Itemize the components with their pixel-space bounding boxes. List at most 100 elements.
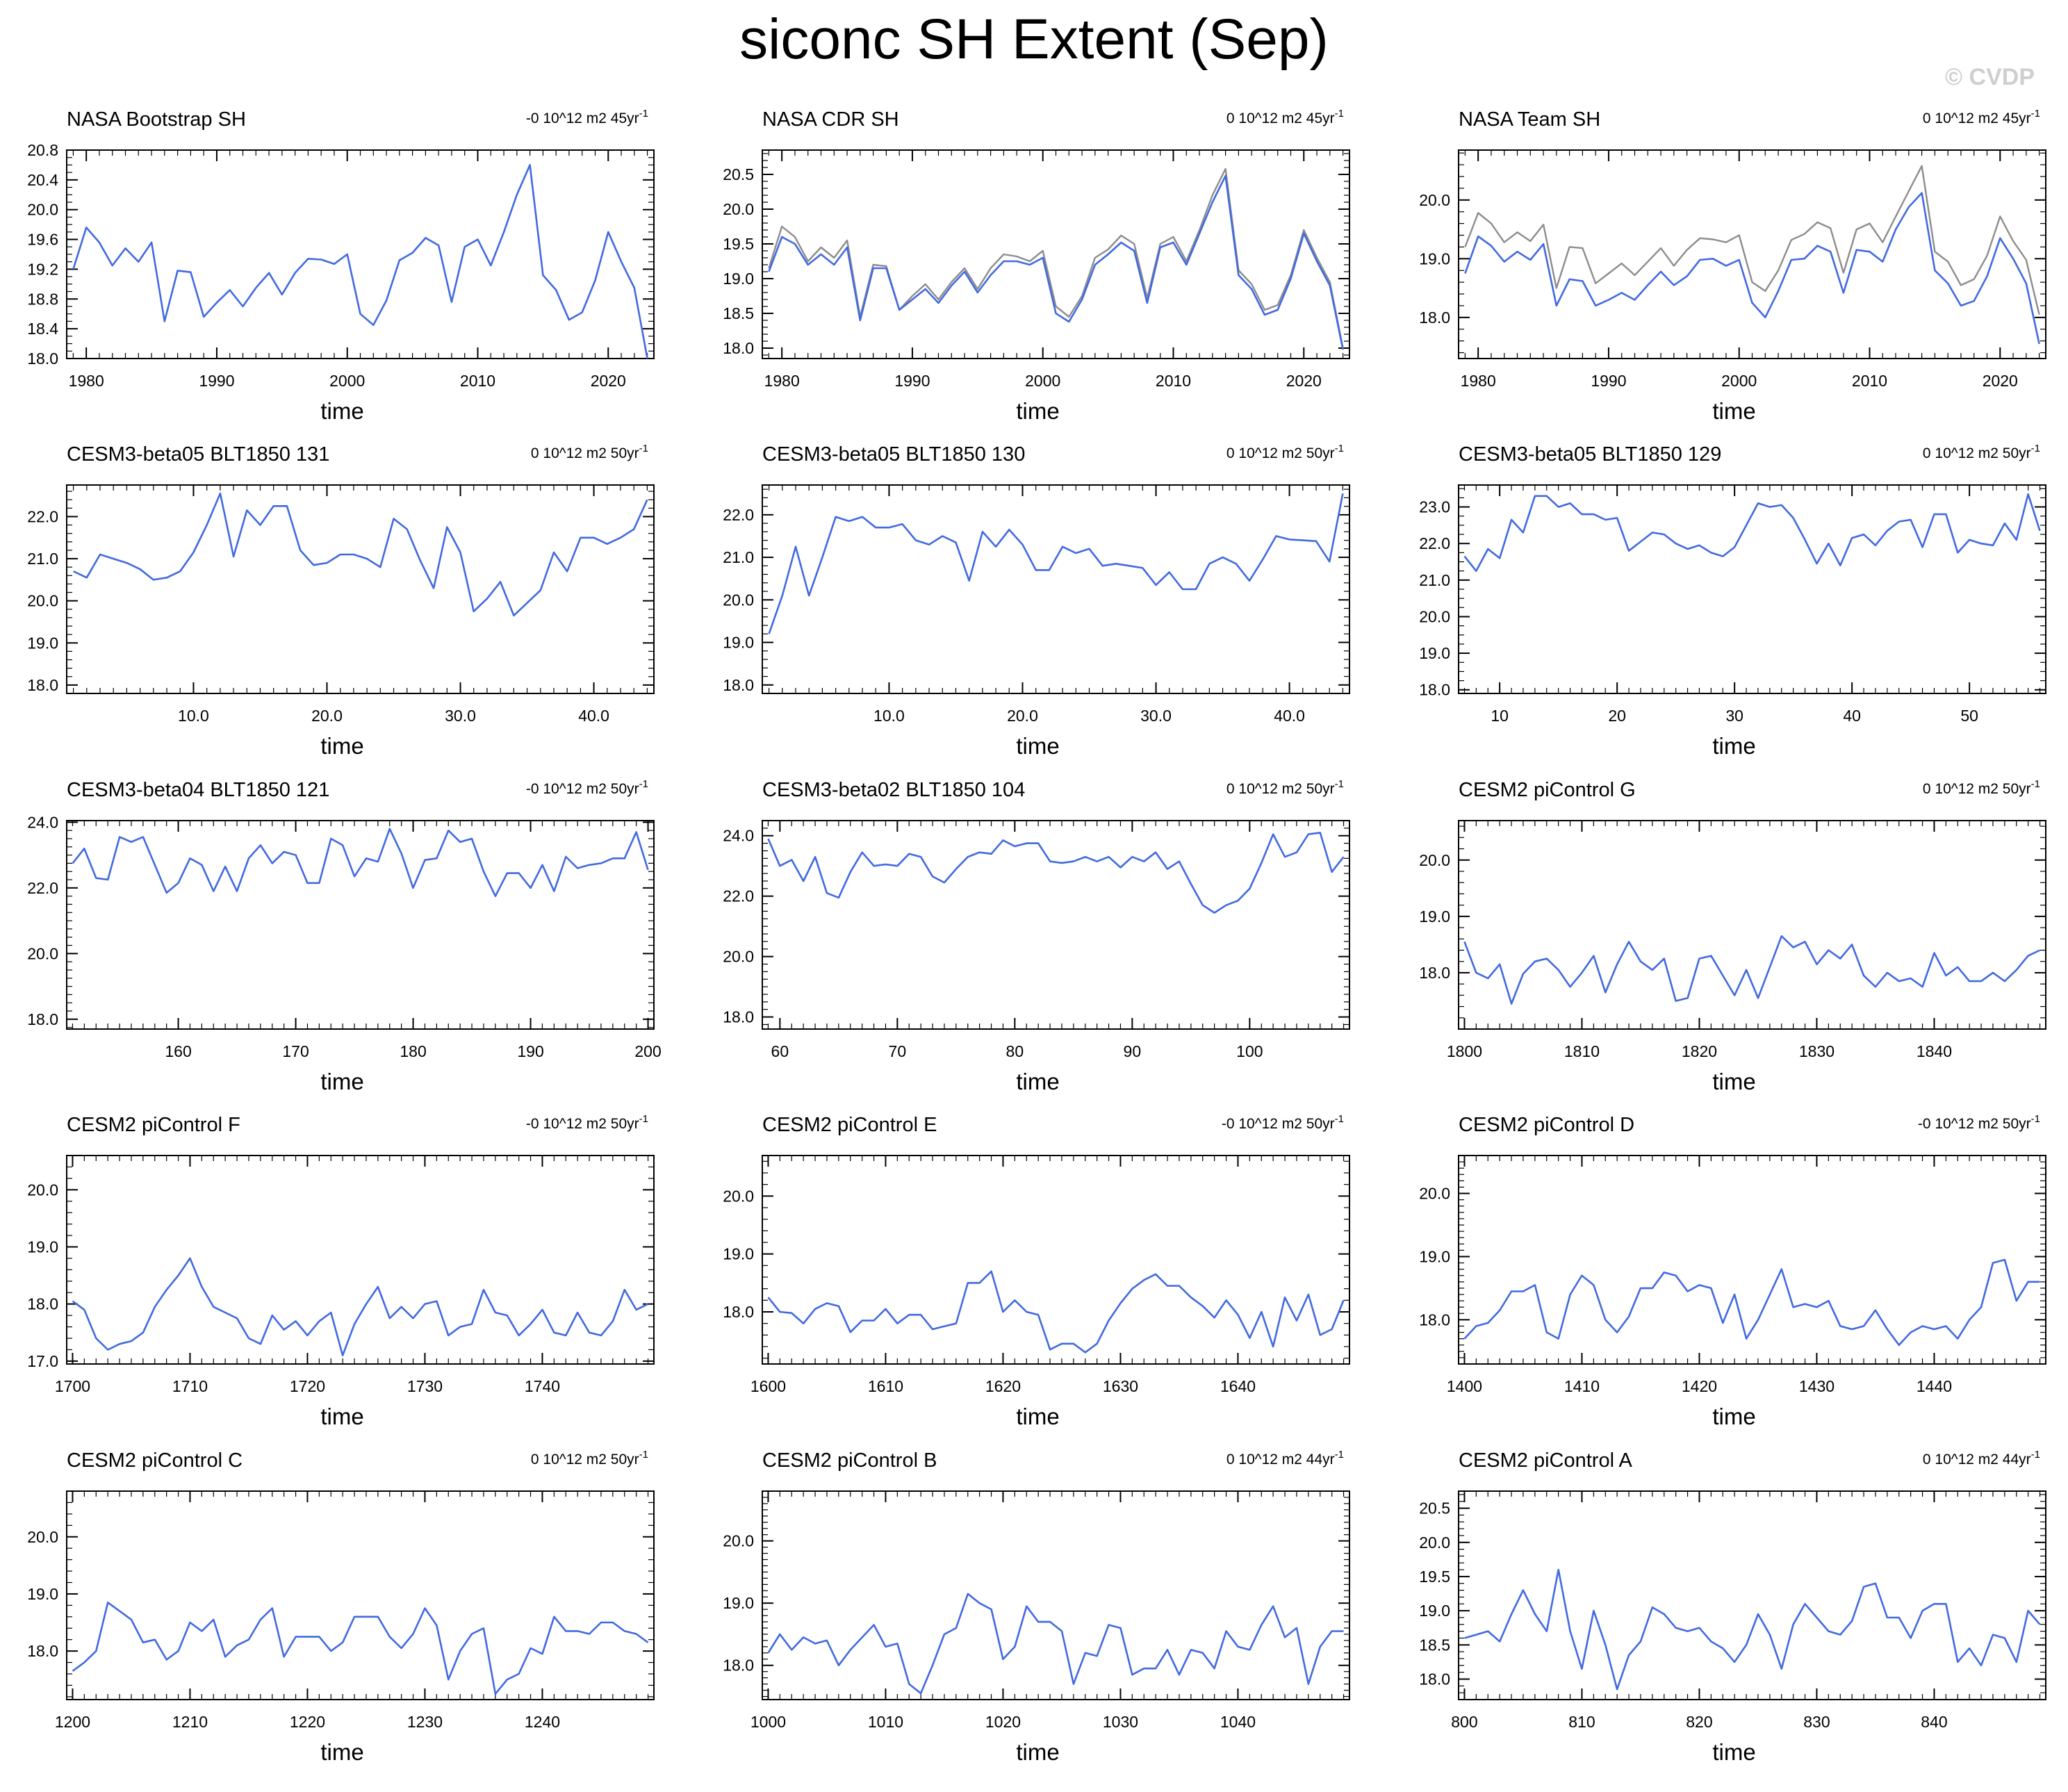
x-tick-label: 1830 (1799, 1042, 1835, 1060)
y-tick-label: 21.0 (1419, 571, 1450, 589)
y-tick-label: 18.5 (723, 304, 754, 322)
y-tick-label: 22.0 (27, 879, 58, 897)
x-tick-label: 2000 (1025, 372, 1060, 390)
series-line (72, 828, 649, 897)
trend-value: 0 10^12 m2 50yr (1226, 445, 1335, 461)
series-line (768, 174, 1344, 350)
y-tick-label: 19.2 (27, 260, 58, 278)
y-tick-label: 19.5 (723, 235, 754, 253)
panel-title: CESM3-beta05 BLT1850 130 (762, 443, 1025, 466)
x-tick-label: 1240 (525, 1713, 560, 1731)
chart-svg: CESM3-beta04 BLT1850 121 -0 10^12 m2 50yr… (27, 778, 662, 1094)
y-tick-label: 18.0 (1419, 681, 1450, 699)
trend-exponent: -1 (639, 443, 648, 454)
trend-exponent: -1 (1335, 443, 1344, 454)
y-tick-label: 18.0 (723, 1303, 754, 1321)
chart-panel-15: CESM2 piControl A 0 10^12 m2 44yr-1 800 810… (1392, 1430, 2068, 1766)
trend-label: 0 10^12 m2 50yr-1 (531, 1449, 648, 1468)
panel-title: CESM2 piControl F (67, 1114, 240, 1136)
x-tick-label: 170 (282, 1042, 309, 1060)
y-tick-label: 18.0 (1419, 1670, 1450, 1688)
plot-frame (1458, 149, 2046, 359)
panel-title: CESM3-beta04 BLT1850 121 (67, 779, 329, 801)
x-tick-label: 2010 (1852, 372, 1887, 390)
chart-panel-7: CESM3-beta04 BLT1850 121 -0 10^12 m2 50yr… (0, 759, 689, 1095)
series-line (72, 1257, 649, 1357)
series-line (73, 492, 648, 617)
trend-value: -0 10^12 m2 50yr (1222, 1116, 1335, 1132)
plot-frame (762, 820, 1350, 1030)
y-tick-label: 18.0 (1419, 1310, 1450, 1329)
trend-value: 0 10^12 m2 50yr (1923, 445, 2031, 461)
panel-title: CESM3-beta05 BLT1850 129 (1459, 443, 1721, 466)
chart-svg: CESM2 piControl B 0 10^12 m2 44yr-1 1000 10… (723, 1449, 1350, 1765)
x-tick-label: 1620 (985, 1377, 1021, 1395)
x-tick-label: 1610 (868, 1377, 903, 1395)
chart-panel-8: CESM3-beta02 BLT1850 104 0 10^12 m2 50yr-… (696, 759, 1385, 1095)
y-tick-label: 19.0 (1419, 644, 1450, 662)
chart-panel-1: NASA Bootstrap SH -0 10^12 m2 45yr-1 1980 1… (0, 89, 689, 425)
y-tick-label: 20.0 (1419, 1534, 1450, 1552)
y-tick-label: 18.0 (723, 1008, 754, 1026)
x-tick-label: 1400 (1447, 1377, 1482, 1395)
trend-exponent: -1 (2031, 1449, 2040, 1461)
trend-value: 0 10^12 m2 50yr (1923, 781, 2031, 797)
x-tick-label: 1840 (1917, 1042, 1952, 1060)
trend-value: 0 10^12 m2 45yr (1923, 110, 2031, 126)
y-tick-label: 20.0 (27, 1528, 58, 1546)
y-tick-label: 20.0 (723, 1532, 754, 1550)
y-tick-label: 18.0 (27, 1295, 58, 1313)
x-tick-label: 1980 (764, 372, 800, 390)
trend-label: 0 10^12 m2 50yr-1 (1226, 778, 1344, 797)
x-tick-label: 60 (771, 1042, 789, 1060)
x-tick-label: 70 (889, 1042, 907, 1060)
x-tick-label: 80 (1006, 1042, 1024, 1060)
plot-frame (1458, 1490, 2046, 1700)
y-tick-label: 19.6 (27, 231, 58, 249)
y-tick-label: 19.0 (27, 1238, 58, 1256)
x-tick-label: 1720 (290, 1377, 325, 1395)
trend-exponent: -1 (1335, 1449, 1344, 1461)
trend-label: 0 10^12 m2 50yr-1 (1226, 443, 1344, 461)
x-axis-label: time (1016, 733, 1059, 759)
chart-svg: CESM3-beta05 BLT1850 131 0 10^12 m2 50yr-… (27, 443, 655, 759)
chart-panel-11: CESM2 piControl E -0 10^12 m2 50yr-1 1600 1… (696, 1094, 1385, 1430)
trend-label: 0 10^12 m2 50yr-1 (531, 443, 648, 461)
plot-frame (762, 1155, 1350, 1365)
trend-exponent: -1 (1335, 108, 1344, 120)
x-tick-label: 20.0 (1007, 707, 1038, 725)
plot-frame (66, 149, 655, 359)
panel-title: NASA Team SH (1459, 108, 1600, 131)
trend-label: 0 10^12 m2 50yr-1 (1923, 778, 2040, 797)
x-axis-label: time (320, 733, 363, 759)
y-tick-label: 20.0 (1419, 851, 1450, 869)
y-tick-label: 23.0 (1419, 498, 1450, 516)
trend-label: 0 10^12 m2 50yr-1 (1923, 443, 2040, 461)
trend-exponent: -1 (639, 778, 648, 790)
series-line (767, 1270, 1345, 1354)
x-tick-label: 20.0 (311, 707, 343, 725)
y-tick-label: 17.0 (27, 1352, 58, 1370)
y-tick-label: 19.0 (1419, 907, 1450, 926)
y-tick-label: 20.0 (1419, 607, 1450, 625)
x-tick-label: 30.0 (1140, 707, 1172, 725)
y-tick-label: 19.0 (1419, 1602, 1450, 1620)
x-tick-label: 1700 (55, 1377, 90, 1395)
y-tick-label: 18.0 (1419, 309, 1450, 327)
x-tick-label: 160 (165, 1042, 191, 1060)
trend-exponent: -1 (2031, 1113, 2040, 1125)
x-tick-label: 1730 (407, 1377, 443, 1395)
chart-panel-5: CESM3-beta05 BLT1850 130 0 10^12 m2 50yr-… (696, 424, 1385, 759)
trend-exponent: -1 (639, 108, 648, 120)
x-tick-label: 1980 (69, 372, 104, 390)
y-tick-label: 18.8 (27, 290, 58, 308)
x-tick-label: 30.0 (445, 707, 476, 725)
x-axis-label: time (1016, 1069, 1059, 1094)
chart-panel-6: CESM3-beta05 BLT1850 129 0 10^12 m2 50yr-… (1392, 424, 2068, 759)
series-line (1463, 935, 2041, 1005)
y-tick-label: 19.0 (723, 634, 754, 652)
y-tick-label: 20.0 (723, 200, 754, 218)
y-tick-label: 20.0 (27, 592, 58, 610)
panel-title: CESM3-beta05 BLT1850 131 (67, 443, 329, 466)
chart-panel-12: CESM2 piControl D -0 10^12 m2 50yr-1 1400 1… (1392, 1094, 2068, 1430)
